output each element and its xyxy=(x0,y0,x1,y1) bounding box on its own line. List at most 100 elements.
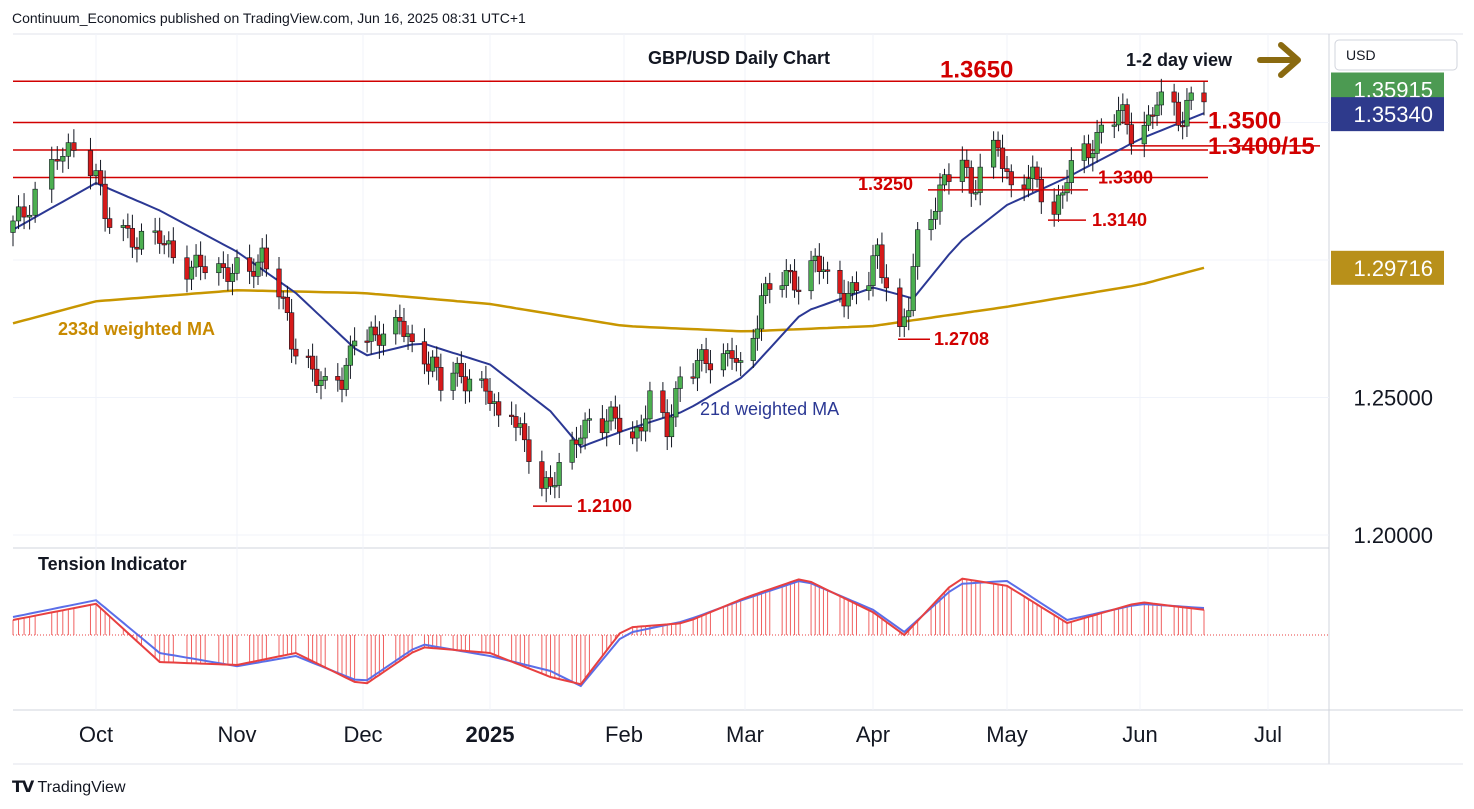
candle-body xyxy=(897,287,903,327)
candle-body xyxy=(750,337,756,361)
view-label: 1-2 day view xyxy=(1126,50,1233,70)
candle-body xyxy=(586,418,593,421)
candle-body xyxy=(738,360,744,363)
candle-body xyxy=(608,406,614,422)
candle-body xyxy=(791,270,798,291)
candle-body xyxy=(193,254,199,268)
candle-body xyxy=(138,230,145,250)
candle-body xyxy=(1004,168,1010,172)
candle-body xyxy=(604,420,610,434)
candle-body xyxy=(202,266,208,274)
candle-body xyxy=(225,267,231,282)
candle-body xyxy=(216,263,222,274)
candle-body xyxy=(543,477,549,489)
candle-body xyxy=(1098,124,1104,133)
candle-body xyxy=(910,266,916,311)
candle-body xyxy=(421,341,428,365)
candle-body xyxy=(284,296,291,314)
candle-body xyxy=(32,188,38,216)
candle-body xyxy=(152,230,158,233)
publisher-header: Continuum_Economics published on Trading… xyxy=(12,10,526,26)
candle-body xyxy=(184,257,190,280)
candle-body xyxy=(10,220,16,233)
candle-body xyxy=(906,310,912,318)
candle-body xyxy=(874,244,881,257)
candle-body xyxy=(837,269,843,294)
candle-body xyxy=(1055,194,1062,215)
candle-body xyxy=(1158,91,1164,106)
candle-body xyxy=(247,257,253,272)
candle-body xyxy=(134,246,140,250)
currency-label: USD xyxy=(1346,47,1376,63)
candle-body xyxy=(941,174,948,186)
candle-body xyxy=(102,183,108,219)
candle-body xyxy=(401,320,407,337)
ma233-path xyxy=(12,266,1205,333)
candle-body xyxy=(15,206,22,222)
candle-body xyxy=(733,358,739,363)
candle-body xyxy=(521,423,528,441)
candle-body xyxy=(125,225,131,229)
candle-body xyxy=(87,150,94,177)
short-level-label: 1.3250 xyxy=(858,174,913,194)
tension-indicator xyxy=(12,577,1329,688)
price-badge xyxy=(1331,97,1444,132)
candle-body xyxy=(293,348,299,357)
candle-body xyxy=(107,218,113,228)
candle-body xyxy=(964,159,970,168)
candle-body xyxy=(188,266,195,280)
candle-body xyxy=(547,477,554,487)
candle-body xyxy=(1150,114,1156,117)
candle-body xyxy=(1025,178,1032,190)
currency-selector[interactable]: USD xyxy=(1334,39,1458,71)
candle-body xyxy=(491,401,497,404)
candle-body xyxy=(483,378,489,392)
short-level-label: 1.2708 xyxy=(934,329,989,349)
candle-body xyxy=(725,350,731,354)
candle-body xyxy=(707,363,714,371)
candle-body xyxy=(513,416,519,428)
candle-body xyxy=(438,367,444,391)
candle-body xyxy=(664,412,670,438)
candle-body xyxy=(372,326,378,336)
candle-body xyxy=(1090,153,1096,159)
candle-body xyxy=(397,317,403,322)
candle-body xyxy=(458,362,464,377)
candle-body xyxy=(779,285,785,290)
candle-body xyxy=(729,350,735,359)
candle-body xyxy=(647,390,653,420)
candle-body xyxy=(351,340,358,347)
candle-body xyxy=(673,388,679,418)
candle-body xyxy=(26,214,33,218)
candle-body xyxy=(630,431,636,439)
candle-body xyxy=(690,376,696,379)
y-tick-label: 1.20000 xyxy=(1353,523,1433,548)
candle-body xyxy=(539,461,545,489)
candle-body xyxy=(161,243,167,246)
candle-body xyxy=(54,159,60,162)
candle-body xyxy=(990,139,997,168)
candle-body xyxy=(220,263,226,268)
candle-body xyxy=(198,254,204,267)
candle-body xyxy=(937,184,943,212)
candle-body xyxy=(643,418,649,432)
candle-body xyxy=(599,418,605,434)
direction-arrow-icon xyxy=(1257,42,1301,78)
candle-body xyxy=(496,401,502,416)
x-tick-label: Mar xyxy=(726,722,764,747)
candle-body xyxy=(816,255,822,272)
candle-body xyxy=(879,244,885,279)
candle-body xyxy=(380,333,387,346)
candle-body xyxy=(1060,192,1066,196)
candle-body xyxy=(434,356,440,368)
level-label: 1.3650 xyxy=(940,56,1013,83)
candle-body xyxy=(393,317,399,335)
ma21-path xyxy=(12,112,1205,449)
candle-body xyxy=(866,285,872,291)
candle-body xyxy=(1201,92,1207,103)
candle-body xyxy=(65,142,71,157)
candle-body xyxy=(853,282,860,291)
tradingview-brand[interactable]: 𝗧𝗩 TradingView xyxy=(12,777,126,797)
